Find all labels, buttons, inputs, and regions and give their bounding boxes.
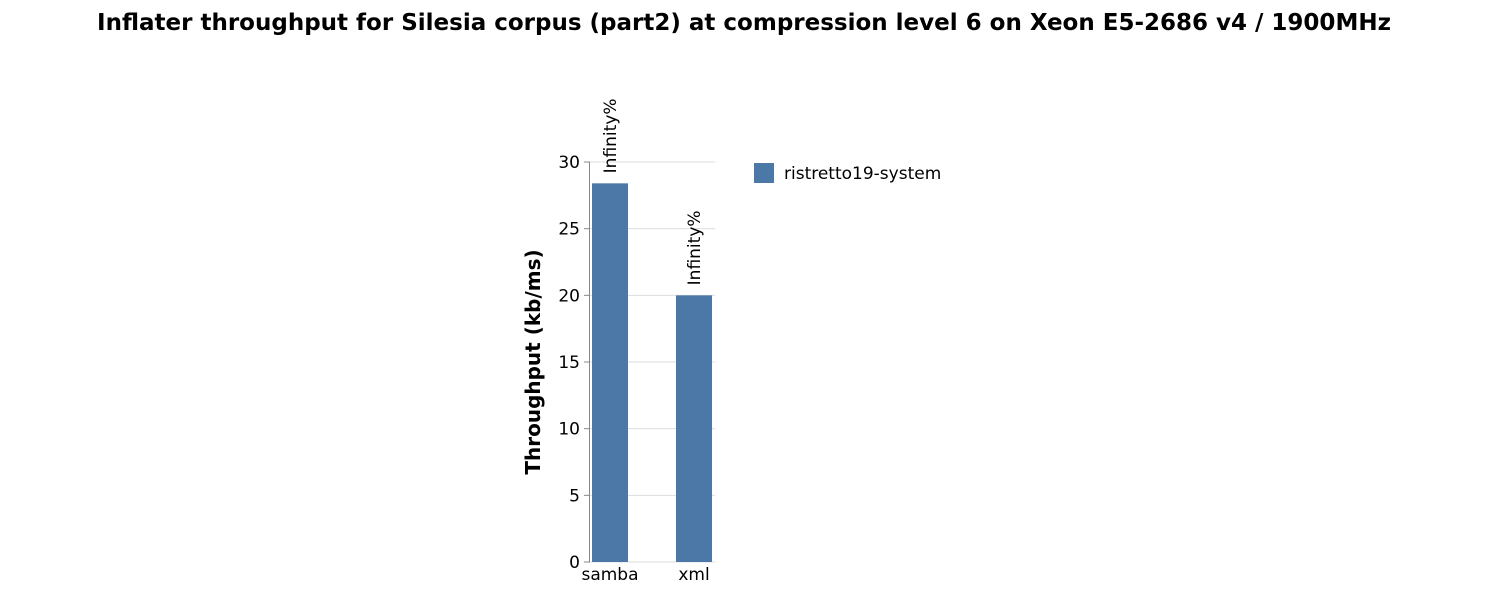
bar-labels: Infinity% Infinity% — [601, 98, 705, 285]
bar-xml — [676, 295, 712, 562]
y-axis-title: Throughput (kb/ms) — [521, 249, 545, 474]
y-tick-label-30: 30 — [558, 153, 580, 173]
legend: ristretto19-system — [754, 163, 941, 184]
y-tick-label-15: 15 — [558, 353, 580, 373]
y-tick-label-25: 25 — [558, 220, 580, 240]
y-tick-label-5: 5 — [569, 486, 580, 506]
y-axis-ticks: 0 5 10 15 20 25 30 — [558, 153, 590, 573]
y-tick-label-10: 10 — [558, 420, 580, 440]
y-tick-label-20: 20 — [558, 286, 580, 306]
bar-label-xml: Infinity% — [685, 210, 705, 285]
legend-label: ristretto19-system — [784, 164, 941, 184]
chart-title: Inflater throughput for Silesia corpus (… — [97, 10, 1391, 36]
bar-label-samba: Infinity% — [601, 98, 621, 173]
x-tick-label-samba: samba — [581, 565, 638, 585]
bars — [592, 183, 712, 563]
x-axis-ticks: samba xml — [581, 565, 709, 585]
x-tick-label-xml: xml — [678, 565, 709, 585]
bar-samba — [592, 183, 628, 563]
legend-swatch — [754, 163, 774, 183]
y-tick-label-0: 0 — [569, 553, 580, 573]
